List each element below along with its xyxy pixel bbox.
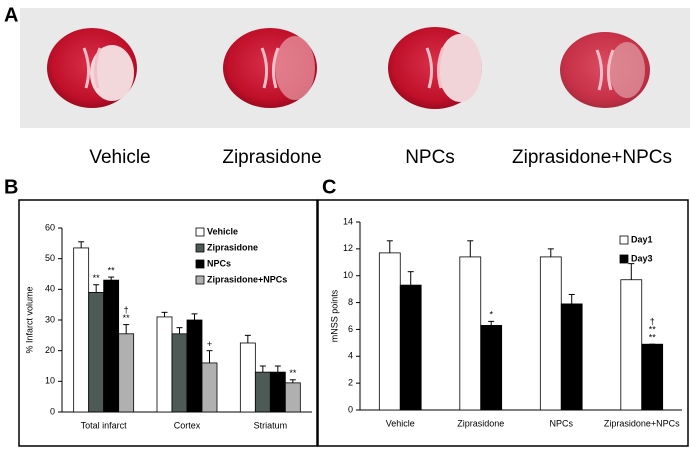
- significance-mark: **: [649, 325, 657, 335]
- brain-slices: [47, 27, 650, 109]
- image-label: Vehicle: [89, 147, 150, 168]
- panel-frame: [317, 199, 689, 447]
- bar: [88, 291, 105, 413]
- x-tick-label: Total infarct: [81, 420, 128, 430]
- y-tick-label: 2: [348, 378, 353, 388]
- bar: [73, 247, 90, 413]
- legend-swatch: [195, 259, 205, 269]
- x-tick-label: Ziprasidone+NPCs: [604, 418, 680, 428]
- legend-label: Day3: [631, 253, 653, 263]
- bar: [620, 279, 643, 411]
- legend-swatch: [195, 243, 205, 253]
- y-tick-label: 14: [343, 216, 353, 226]
- bar: [539, 256, 562, 411]
- legend-label: NPCs: [207, 258, 231, 268]
- bar: [239, 342, 256, 413]
- significance-mark: **: [289, 368, 297, 378]
- y-tick-label: 10: [343, 270, 353, 280]
- y-tick-label: 0: [50, 406, 55, 416]
- panel-frame: [18, 199, 318, 447]
- significance-mark: *: [489, 310, 493, 320]
- panel-label: C: [322, 176, 336, 198]
- x-tick-label: Ziprasidone: [457, 418, 504, 428]
- significance-mark: **: [93, 273, 101, 283]
- bar: [171, 333, 188, 413]
- significance-mark: †: [124, 305, 129, 315]
- y-tick-label: 0: [348, 404, 353, 414]
- significance-mark: **: [123, 313, 131, 323]
- legend-label: Day1: [631, 234, 653, 244]
- x-tick-label: NPCs: [549, 418, 573, 428]
- legend-label: Ziprasidone+NPCs: [207, 274, 287, 284]
- y-tick-label: 4: [348, 351, 353, 361]
- panel-label: A: [4, 4, 18, 26]
- bar: [560, 303, 583, 411]
- significance-mark: †: [650, 317, 655, 327]
- bar: [254, 371, 271, 413]
- bar: [186, 319, 203, 413]
- bar: [399, 284, 422, 411]
- y-tick-label: 8: [348, 297, 353, 307]
- y-tick-label: 10: [45, 376, 55, 386]
- bar: [284, 382, 301, 413]
- significance-mark: **: [108, 265, 116, 275]
- bar: [480, 324, 503, 411]
- bar: [459, 256, 482, 411]
- y-axis-label: % Infarct volume: [24, 286, 34, 353]
- y-tick-label: 20: [45, 345, 55, 355]
- panel-label: B: [4, 176, 18, 198]
- x-tick-label: Cortex: [174, 420, 201, 430]
- legend-label: Ziprasidone: [207, 242, 258, 252]
- bar: [378, 252, 401, 411]
- bar: [641, 343, 664, 411]
- y-tick-label: 12: [343, 243, 353, 253]
- legend-swatch: [195, 227, 205, 237]
- bar: [269, 371, 286, 413]
- bar: [103, 279, 120, 413]
- y-tick-label: 40: [45, 284, 55, 294]
- bar: [201, 362, 218, 413]
- y-axis-label: mNSS points: [329, 289, 339, 342]
- significance-mark: +: [207, 339, 212, 349]
- significance-mark: **: [649, 333, 657, 343]
- y-tick-label: 50: [45, 253, 55, 263]
- image-label: Ziprasidone: [222, 147, 321, 168]
- legend-label: Vehicle: [207, 226, 238, 236]
- legend-swatch: [195, 275, 205, 285]
- y-tick-label: 6: [348, 324, 353, 334]
- bar: [118, 333, 135, 413]
- x-tick-label: Striatum: [254, 420, 288, 430]
- bar: [156, 316, 173, 413]
- y-tick-label: 30: [45, 314, 55, 324]
- image-label: Ziprasidone+NPCs: [512, 147, 672, 168]
- x-tick-label: Vehicle: [386, 418, 415, 428]
- legend-swatch: [619, 235, 629, 245]
- y-tick-label: 60: [45, 222, 55, 232]
- image-label: NPCs: [405, 147, 455, 168]
- legend-swatch: [619, 254, 629, 264]
